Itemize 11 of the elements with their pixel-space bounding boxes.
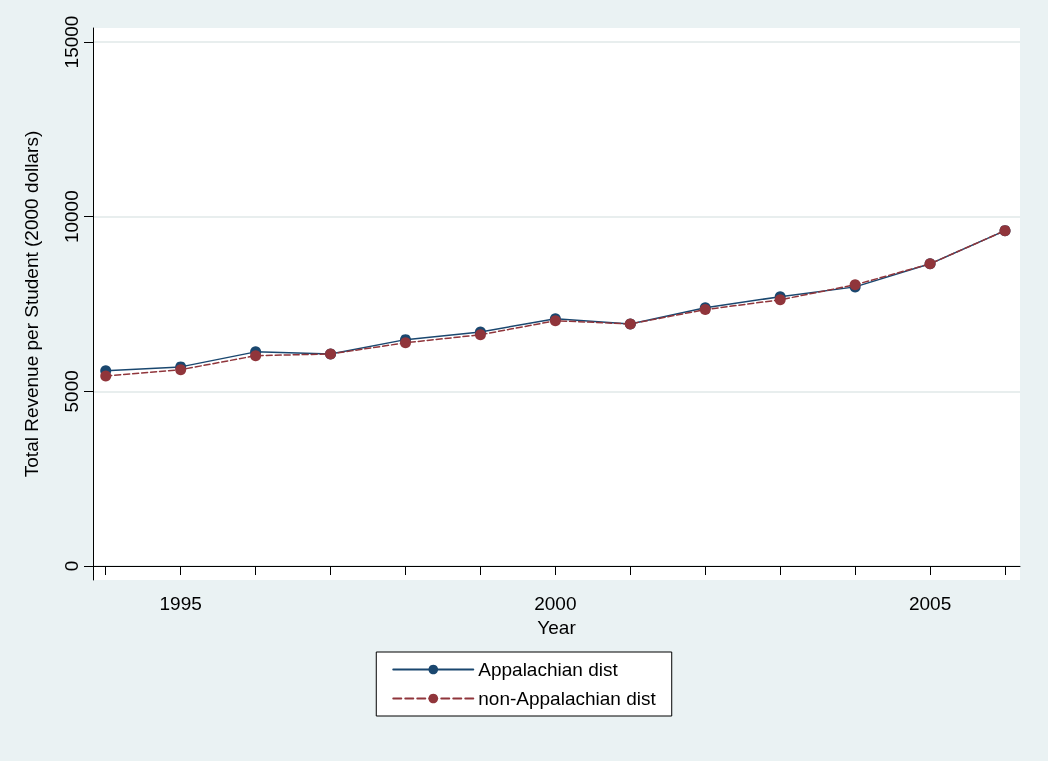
legend-label: Appalachian dist	[478, 659, 619, 680]
y-tick-label: 5000	[61, 370, 82, 413]
x-tick-label: 1995	[159, 593, 202, 614]
legend-label: non-Appalachian dist	[478, 688, 657, 709]
y-tick-label: 10000	[61, 190, 82, 244]
y-axis-title: Total Revenue per Student (2000 dollars)	[21, 130, 42, 478]
y-tick-label: 15000	[61, 15, 82, 69]
x-tick-label: 2000	[534, 593, 577, 614]
y-tick-label: 0	[61, 560, 82, 572]
x-axis-title: Year	[537, 616, 577, 638]
x-tick-label: 2005	[908, 593, 952, 614]
